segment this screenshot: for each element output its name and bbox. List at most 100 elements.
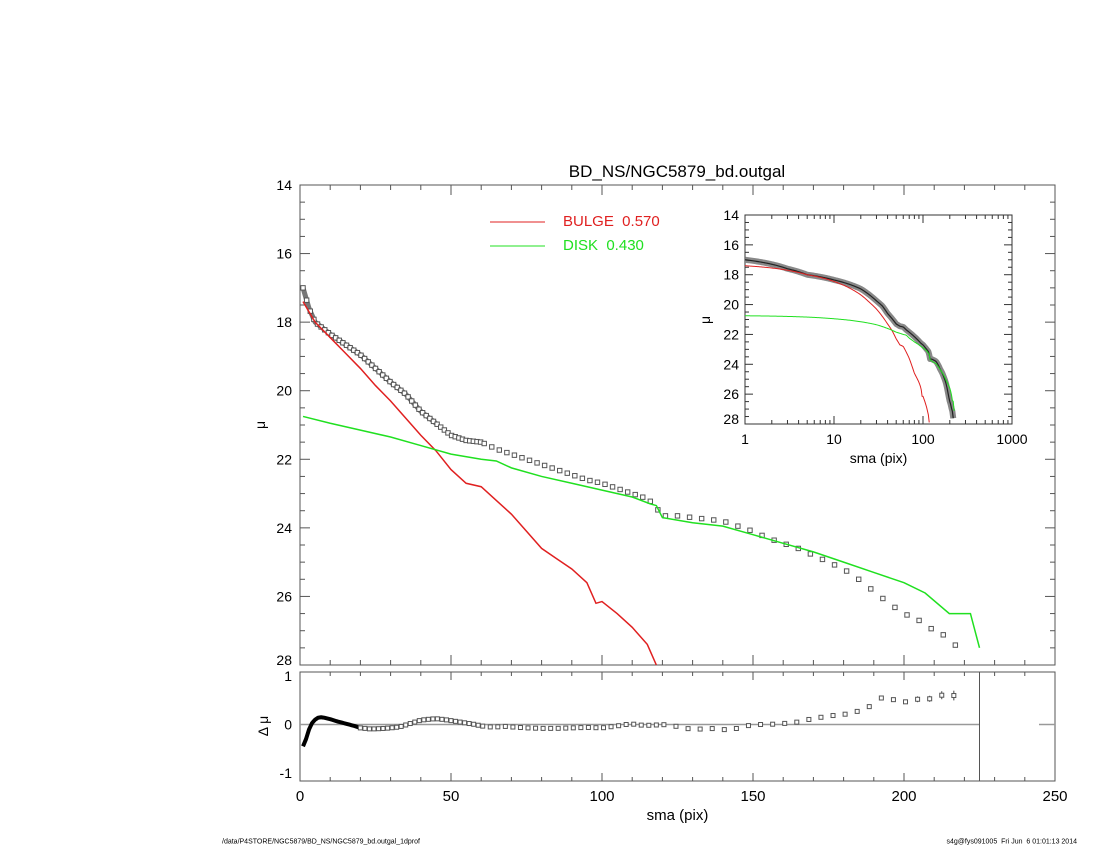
observed-point: [856, 576, 862, 582]
observed-point: [674, 513, 681, 519]
observed-point: [303, 297, 310, 303]
observed-point: [557, 467, 563, 474]
y-tick-label: 14: [276, 177, 292, 193]
observed-point: [394, 384, 400, 391]
inset-y-tick-label: 24: [723, 356, 739, 372]
observed-point: [928, 625, 934, 632]
inset-x-tick-label: 100: [911, 431, 935, 447]
legend-disk-label: DISK 0.430: [563, 237, 644, 254]
residual-point: [631, 721, 637, 727]
residual-point: [951, 693, 957, 699]
observed-point: [383, 375, 390, 382]
legend-bulge-label: BULGE 0.570: [563, 213, 660, 230]
residual-point: [794, 719, 800, 725]
observed-point: [504, 449, 510, 456]
observed-point: [747, 527, 753, 533]
inset-y-tick-label: 16: [723, 237, 739, 253]
residual-point: [939, 692, 945, 698]
residual-point: [927, 696, 933, 702]
y-tick-label: 18: [276, 314, 292, 330]
inset-y-axis-label: μ: [697, 316, 713, 324]
observed-point: [602, 481, 608, 488]
observed-point: [686, 514, 693, 520]
observed-point: [380, 372, 386, 378]
inset-y-tick-label: 22: [723, 326, 739, 342]
inset-observed-line: [745, 259, 954, 419]
residual-point: [563, 725, 569, 731]
observed-point: [549, 465, 555, 471]
observed-point: [511, 452, 518, 458]
residual-point: [416, 718, 422, 724]
observed-point: [423, 412, 429, 419]
residual-point: [517, 725, 523, 731]
residual-point: [866, 704, 872, 710]
residual-point: [770, 721, 776, 727]
observed-point: [405, 394, 411, 400]
residual-point: [448, 718, 454, 724]
inset-x-tick-label: 1000: [996, 431, 1027, 447]
residual-point: [745, 723, 751, 729]
y-tick-label: 22: [276, 451, 292, 467]
observed-point: [412, 402, 419, 408]
observed-point: [952, 642, 959, 648]
residual-point: [623, 722, 629, 727]
residual-point: [434, 716, 440, 722]
observed-point: [300, 285, 306, 291]
residual-point: [540, 725, 546, 731]
disk-line: [302, 415, 981, 649]
legend: BULGE 0.570 DISK 0.430: [490, 213, 660, 254]
observed-point: [904, 612, 910, 618]
x-tick-label: 250: [1042, 788, 1067, 805]
residual-point: [502, 723, 508, 729]
residual-point: [430, 716, 436, 722]
residual-point: [480, 723, 486, 729]
residual-point: [376, 726, 382, 732]
residual-point: [721, 727, 727, 733]
observed-point: [579, 475, 586, 482]
chart-title: BD_NS/NGC5879_bd.outgal: [569, 162, 785, 181]
observed-point: [430, 418, 437, 425]
residual-point: [510, 724, 516, 730]
residual-point: [525, 725, 531, 731]
footer-timestamp: s4g@fys091005 Fri Jun 6 01:01:13 2014: [946, 838, 1077, 846]
residual-point: [733, 726, 739, 732]
inset-y-tick-label: 26: [723, 386, 739, 402]
observed-point: [640, 494, 646, 500]
observed-point: [534, 460, 540, 466]
observed-point: [843, 568, 850, 574]
x-tick-label: 50: [443, 788, 460, 805]
resid-y-axis-label: Δ μ: [255, 716, 271, 737]
observed-point: [807, 551, 814, 557]
residual-point: [366, 726, 372, 732]
residual-point: [421, 717, 427, 723]
residual-point: [555, 725, 561, 731]
x-tick-label: 200: [891, 788, 916, 805]
residual-point: [878, 695, 884, 701]
observed-point: [587, 477, 593, 484]
residual-point: [653, 722, 659, 728]
residual-point: [371, 726, 377, 732]
observed-point: [735, 523, 741, 529]
residual-point: [380, 725, 386, 731]
observed-point: [831, 562, 838, 568]
residual-point: [357, 725, 363, 731]
observed-point: [632, 491, 638, 498]
residual-point: [697, 726, 703, 732]
residual-point: [394, 724, 400, 730]
residual-point: [471, 721, 477, 727]
observed-point: [390, 381, 397, 388]
observed-point: [496, 447, 503, 453]
observed-point: [541, 462, 548, 469]
y-tick-label: 26: [276, 588, 292, 604]
residual-point: [673, 723, 679, 729]
observed-point: [401, 390, 408, 396]
residual-point: [425, 716, 431, 722]
residual-point: [439, 716, 445, 722]
observed-point: [940, 632, 946, 638]
observed-point: [419, 410, 426, 416]
observed-point: [564, 470, 570, 476]
observed-point: [387, 378, 393, 385]
residual-point: [661, 722, 667, 728]
